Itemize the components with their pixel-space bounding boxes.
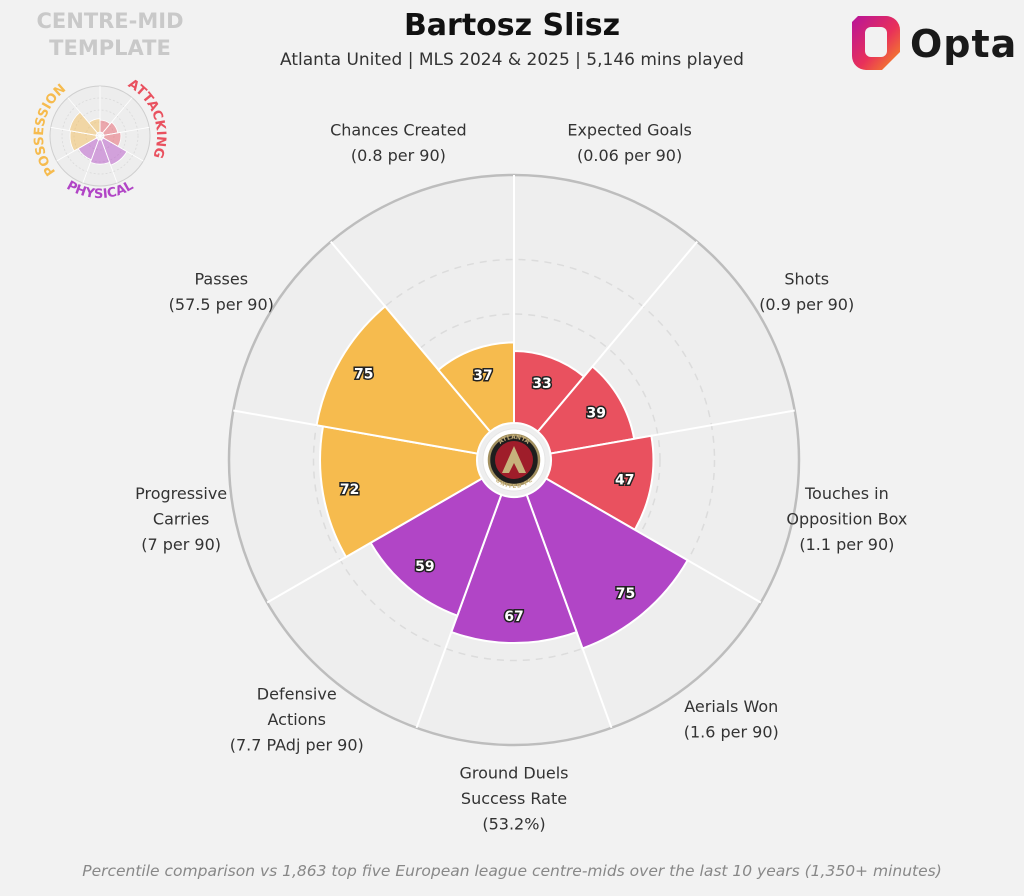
radar-category-label: Chances Created (0.8 per 90) [330,121,467,166]
radar-category-label: Ground Duels Success Rate (53.2%) [459,764,568,834]
opta-logo-icon [852,16,900,70]
footnote: Percentile comparison vs 1,863 top five … [82,862,942,880]
page-title: Bartosz Slisz [403,8,621,43]
radar-bar [369,477,503,617]
radar-bar [315,304,492,455]
radar-value-label: 67 [504,609,523,625]
legend-group-label: PHYSICAL [64,178,136,202]
template-title-line2: TEMPLATE [49,36,171,60]
radar-value-label: 75 [354,366,373,382]
opta-wordmark: Opta [910,22,1018,66]
radar-value-label: 33 [532,376,551,392]
badge-text-top: ATLANTA [497,434,531,446]
radar-bar [525,477,690,650]
radar-grid-circle [312,258,716,662]
radar-value-label: 39 [587,405,606,421]
radar-bar [450,493,578,645]
radar-category-label: Touches in Opposition Box (1.1 per 90) [786,484,907,554]
radar-category-label: Defensive Actions (7.7 PAdj per 90) [230,684,364,754]
radar-bar [319,425,484,559]
radar-category-label: Shots (0.9 per 90) [759,269,854,314]
radar-bar [436,341,515,434]
radar-value-label: 37 [473,368,492,384]
radar-category-label: Progressive Carries (7 per 90) [135,484,227,554]
opta-logo: Opta [848,12,1018,78]
radar-category-label: Passes (57.5 per 90) [169,269,274,314]
radar-category-label: Expected Goals (0.06 per 90) [567,121,692,166]
radar-value-label: 47 [615,473,634,489]
radar-value-label: 72 [340,482,359,498]
radar-value-label: 59 [415,559,434,575]
radar-category-label: Aerials Won (1.6 per 90) [684,697,779,742]
template-title: CENTRE-MID TEMPLATE [20,8,200,62]
template-title-line1: CENTRE-MID [36,9,184,33]
radar-value-label: 75 [616,586,635,602]
page-subtitle: Atlanta United | MLS 2024 & 2025 | 5,146… [280,50,744,70]
